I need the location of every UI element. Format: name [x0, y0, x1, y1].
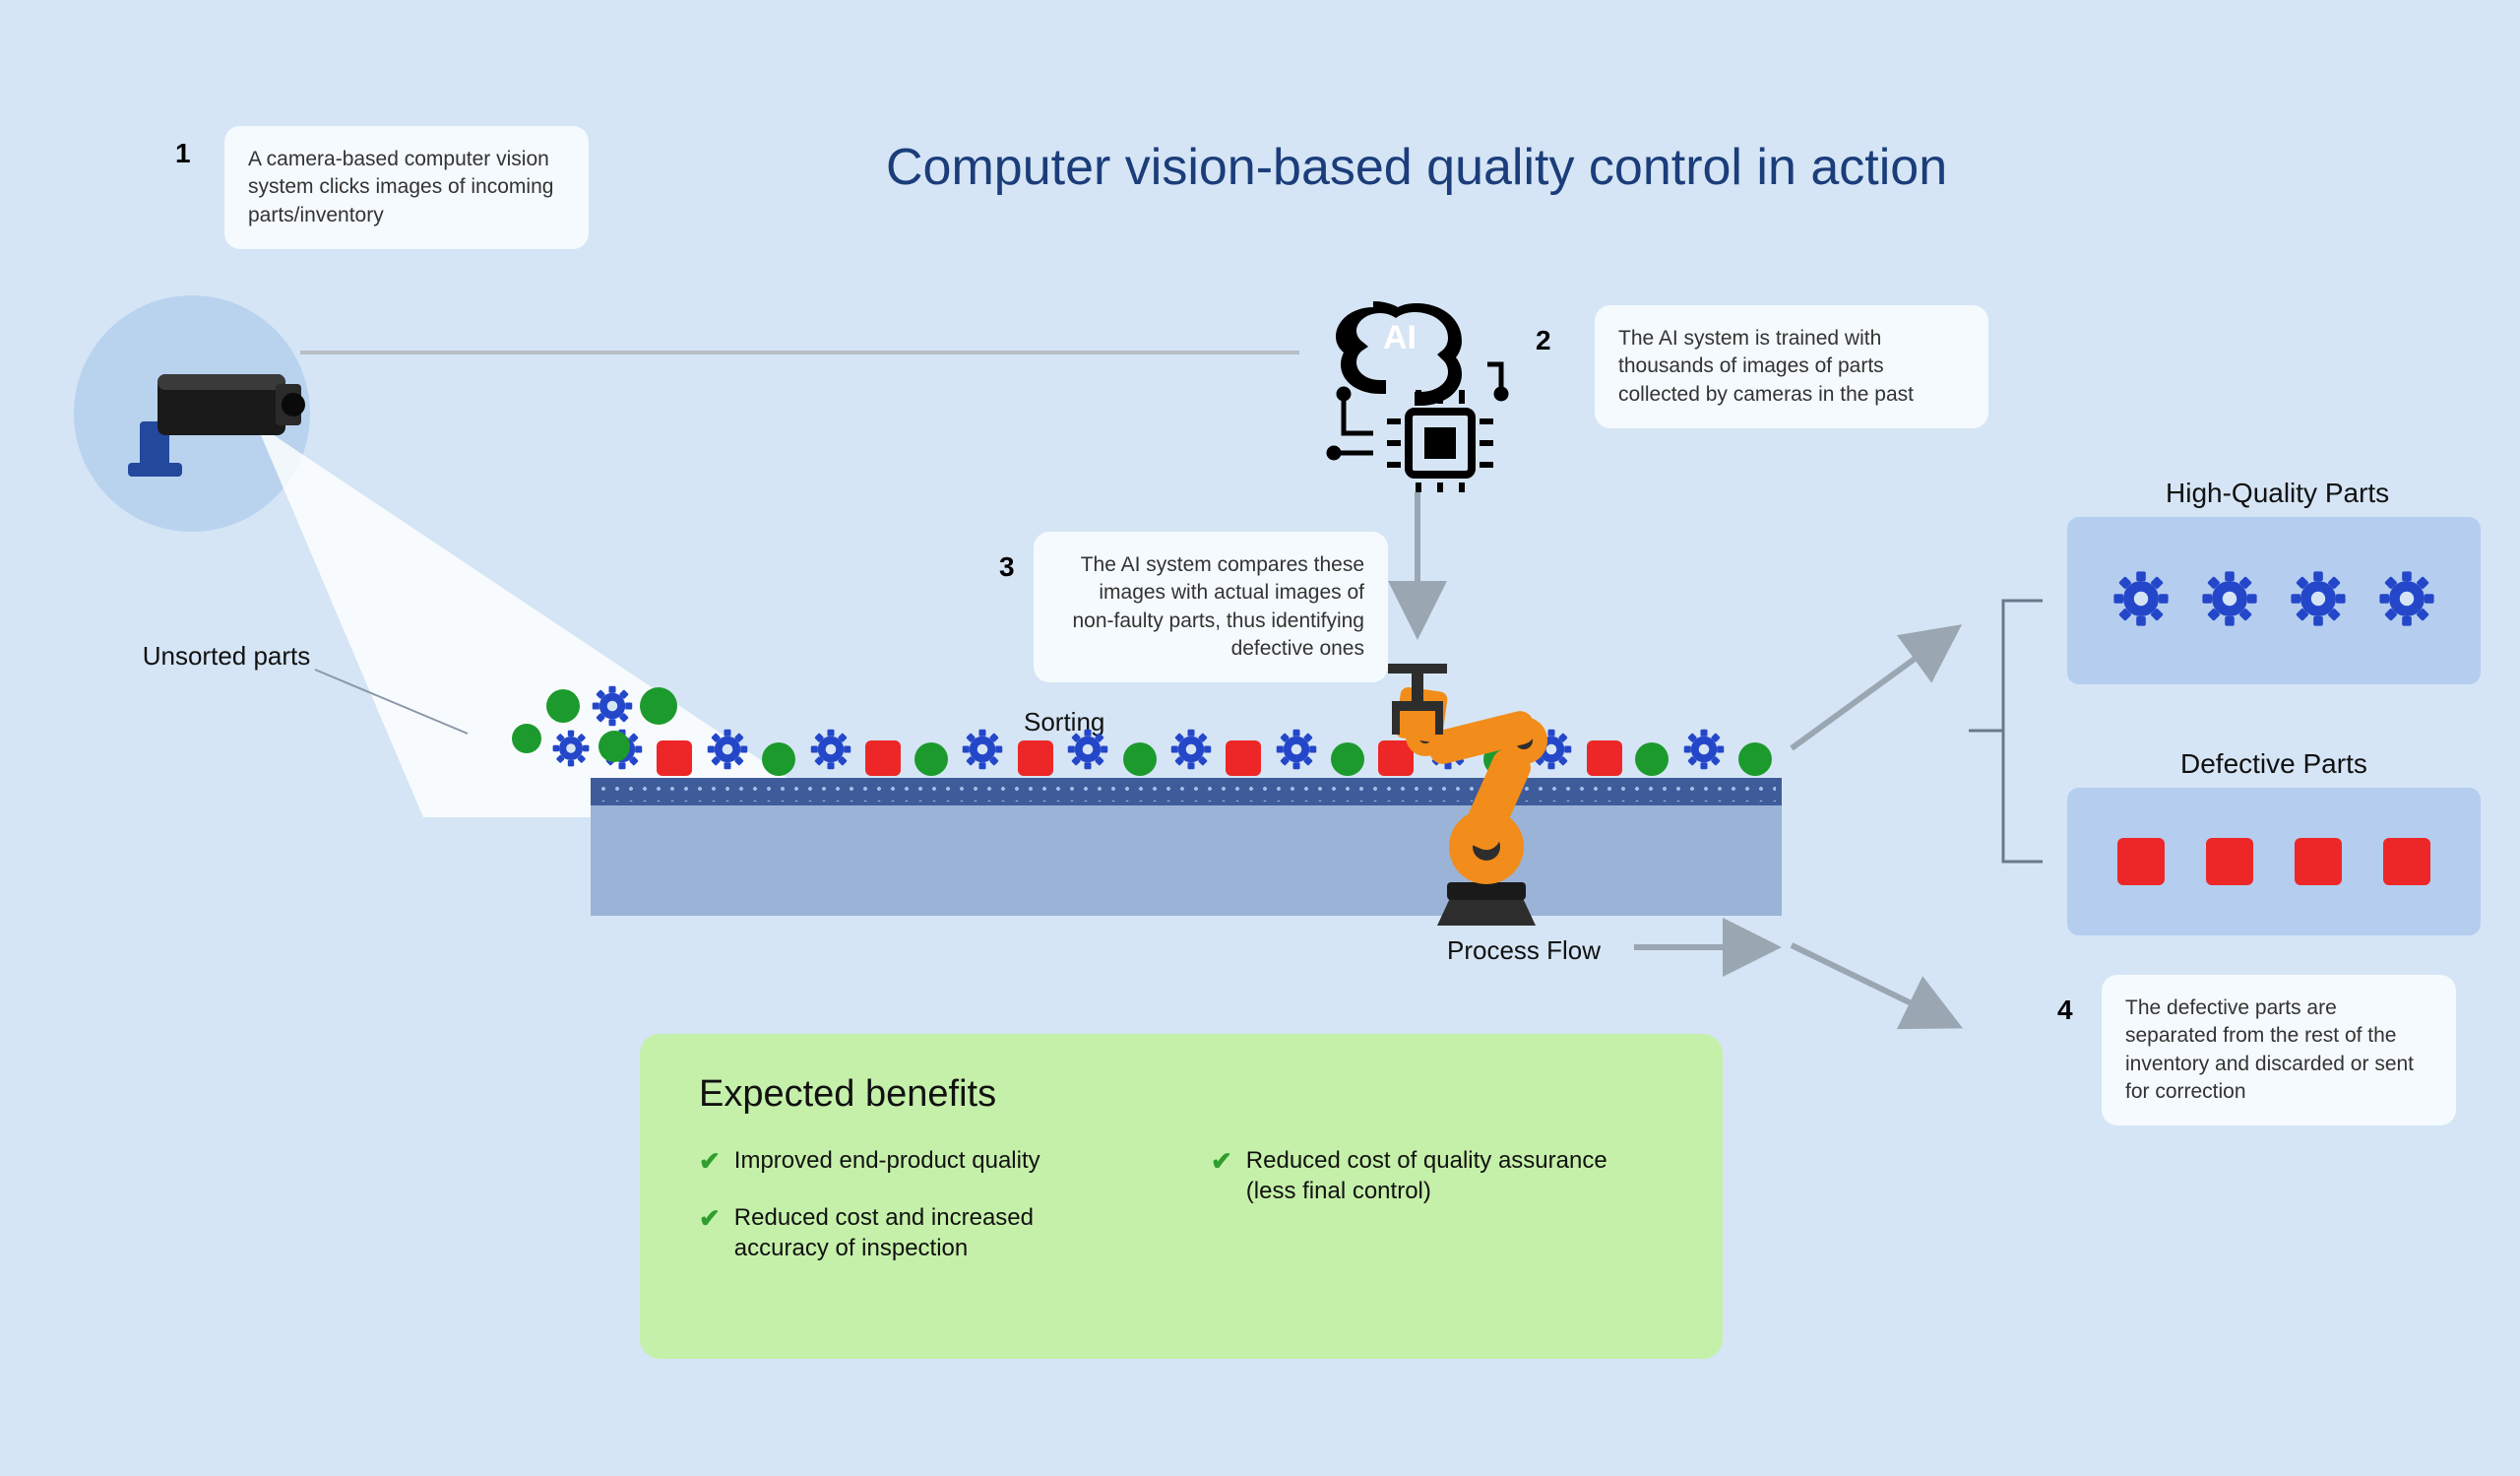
robot-arm-icon — [1349, 630, 1605, 955]
benefits-col-right: ✔Reduced cost of quality assurance (less… — [1211, 1145, 1644, 1287]
benefits-col-left: ✔Improved end-product quality✔Reduced co… — [699, 1145, 1132, 1287]
check-icon: ✔ — [699, 1202, 721, 1263]
check-icon: ✔ — [699, 1145, 721, 1179]
benefits-panel: Expected benefits ✔Improved end-product … — [640, 1034, 1723, 1359]
benefits-title: Expected benefits — [699, 1073, 1664, 1116]
bin-high-quality — [2067, 517, 2481, 684]
bin-defective — [2067, 788, 2481, 935]
check-icon: ✔ — [1211, 1145, 1232, 1206]
